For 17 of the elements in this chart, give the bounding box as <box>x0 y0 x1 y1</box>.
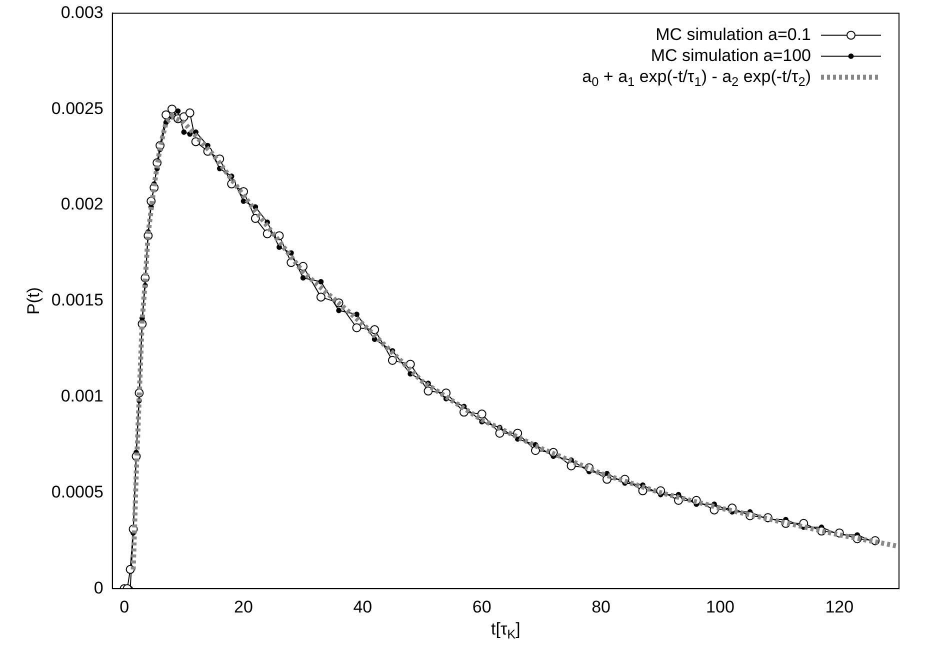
x-tick-label: 100 <box>706 597 734 616</box>
y-tick-label: 0 <box>94 578 104 598</box>
y-axis-title: P(t) <box>24 287 43 315</box>
legend-label: MC simulation a=100 <box>650 46 812 65</box>
x-tick-label: 0 <box>120 597 130 616</box>
x-tick-label: 40 <box>353 597 372 616</box>
y-tick-label: 0.003 <box>60 2 104 22</box>
y-tick-label: 0.0025 <box>51 98 104 118</box>
y-tick-label: 0.002 <box>60 194 104 214</box>
y-tick-label: 0.0015 <box>51 290 104 310</box>
y-tick-label: 0.001 <box>60 386 104 406</box>
legend-label: MC simulation a=0.1 <box>656 24 812 44</box>
x-tick-label: 60 <box>472 597 492 616</box>
x-tick-label: 80 <box>592 597 611 616</box>
y-tick-label: 0.0005 <box>51 482 104 502</box>
x-tick-label: 120 <box>825 597 854 616</box>
x-tick-label: 20 <box>234 597 253 616</box>
